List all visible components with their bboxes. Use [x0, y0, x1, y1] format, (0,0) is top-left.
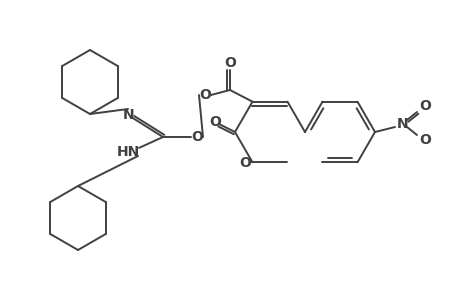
Text: HN: HN [116, 145, 140, 159]
Text: O: O [239, 156, 251, 170]
Text: O: O [418, 133, 430, 147]
Text: O: O [199, 88, 211, 102]
Text: N: N [123, 108, 134, 122]
Text: O: O [418, 99, 430, 113]
Text: N: N [396, 117, 408, 131]
Text: O: O [208, 115, 220, 129]
Text: O: O [224, 56, 235, 70]
Text: O: O [190, 130, 202, 144]
